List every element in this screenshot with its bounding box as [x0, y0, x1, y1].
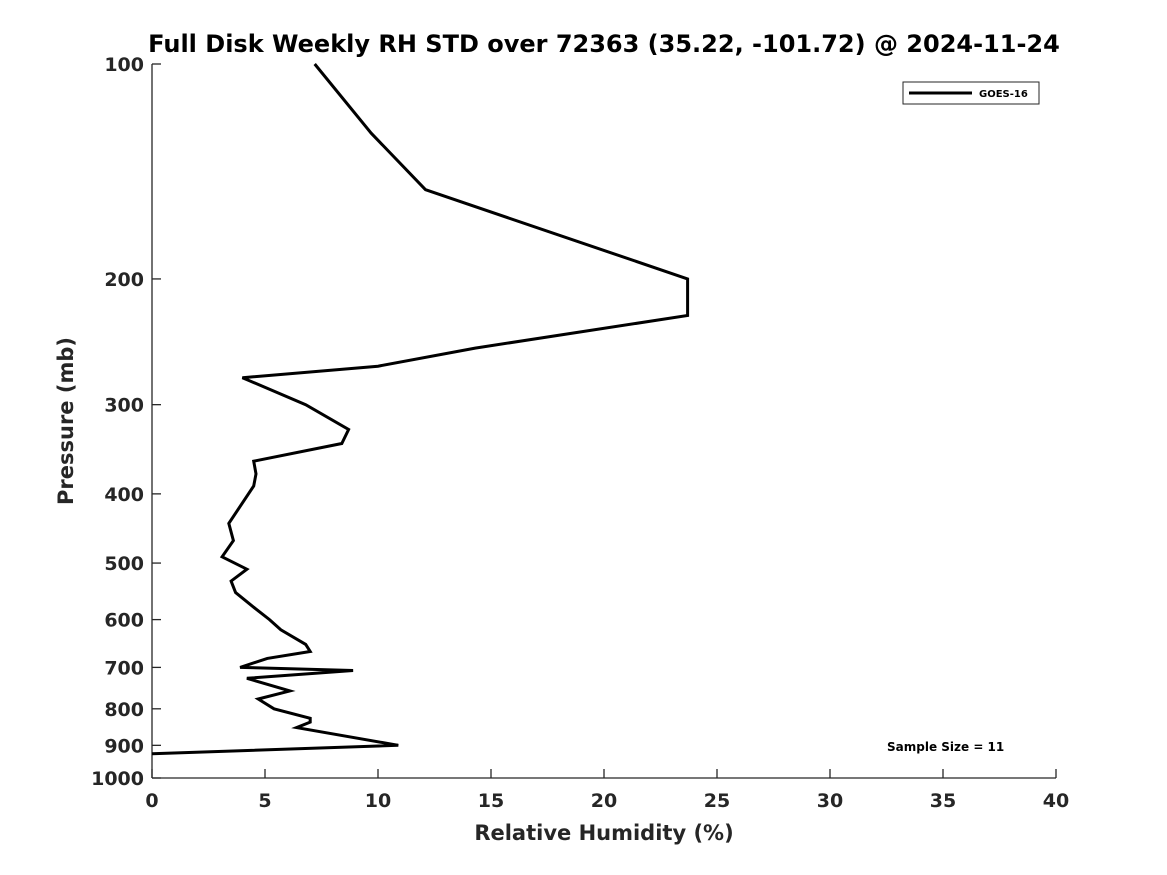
y-tick-label: 900 — [104, 735, 144, 757]
legend-label: GOES-16 — [979, 89, 1028, 100]
legend: GOES-16 — [902, 81, 1040, 105]
x-axis-label: Relative Humidity (%) — [474, 821, 733, 845]
plot-frame — [152, 64, 1056, 778]
y-tick-label: 700 — [104, 657, 144, 679]
x-tick-label: 10 — [365, 790, 391, 812]
y-tick-label: 100 — [104, 54, 144, 76]
x-tick-label: 25 — [704, 790, 730, 812]
series-group — [151, 63, 690, 756]
y-ticks: 100 200 300 400 500 600 700 800 900 1000 — [91, 54, 161, 790]
x-tick-label: 35 — [930, 790, 956, 812]
x-tick-label: 0 — [145, 790, 158, 812]
sample-size-annotation: Sample Size = 11 — [887, 740, 1004, 754]
y-tick-label: 300 — [104, 395, 144, 417]
y-tick-label: 200 — [104, 269, 144, 291]
x-tick-label: 30 — [817, 790, 843, 812]
x-tick-label: 20 — [591, 790, 617, 812]
x-tick-label: 15 — [478, 790, 504, 812]
y-tick-label: 1000 — [91, 768, 144, 790]
x-tick-label: 5 — [258, 790, 271, 812]
y-tick-label: 500 — [104, 553, 144, 575]
y-tick-label: 400 — [104, 484, 144, 506]
x-tick-label: 40 — [1043, 790, 1069, 812]
y-tick-label: 800 — [104, 699, 144, 721]
y-axis-label: Pressure (mb) — [54, 337, 78, 505]
x-ticks: 0 5 10 15 20 25 30 35 40 — [145, 769, 1069, 812]
series-line-goes-16 — [151, 63, 690, 756]
y-tick-label: 600 — [104, 610, 144, 632]
chart-title: Full Disk Weekly RH STD over 72363 (35.2… — [148, 30, 1060, 58]
